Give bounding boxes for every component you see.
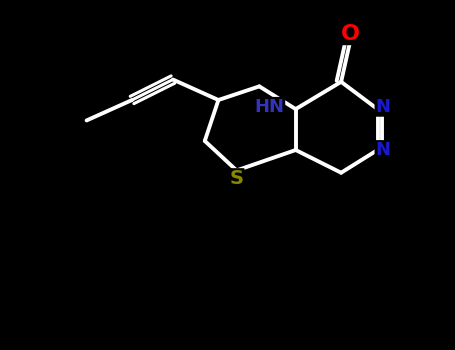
Text: N: N [375,98,390,116]
Text: N: N [375,141,390,159]
Text: HN: HN [254,98,284,116]
Text: S: S [230,169,243,188]
Text: O: O [341,24,360,44]
